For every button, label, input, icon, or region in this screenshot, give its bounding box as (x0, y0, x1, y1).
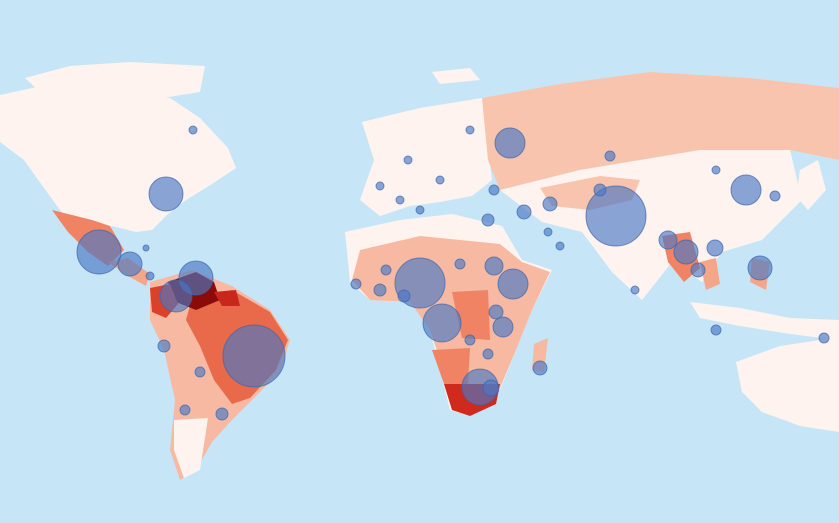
arctic-islands (25, 62, 205, 100)
bubble (188, 125, 198, 135)
bubble (706, 239, 724, 257)
bubble (481, 213, 495, 227)
bubble (435, 175, 445, 185)
bubble (604, 150, 616, 162)
bubble (465, 125, 475, 135)
bubble (375, 181, 385, 191)
bubble (142, 244, 150, 252)
bubble (157, 339, 171, 353)
bubble (673, 239, 699, 265)
bubble (454, 258, 466, 270)
bubble (769, 190, 781, 202)
congo (452, 290, 490, 340)
bubble (159, 279, 193, 313)
bubble (593, 183, 607, 197)
europe (360, 98, 492, 216)
indochina (700, 258, 720, 290)
bubble (395, 195, 405, 205)
bubble (494, 127, 526, 159)
bubble (532, 360, 548, 376)
bubble (464, 334, 476, 346)
bubble (403, 155, 413, 165)
russia (482, 72, 839, 190)
bubble (397, 289, 411, 303)
bubble (488, 184, 500, 196)
guyana (214, 290, 240, 306)
bubble (350, 278, 362, 290)
bubble (730, 174, 762, 206)
bubble (194, 366, 206, 378)
bubble (690, 262, 706, 278)
bubble (711, 165, 721, 175)
bubble (215, 407, 229, 421)
bubble (747, 255, 773, 281)
svalbard (432, 68, 480, 84)
bubble (415, 205, 425, 215)
bubble (555, 241, 565, 251)
bubble (543, 227, 553, 237)
bubble (488, 304, 504, 320)
bubble (422, 303, 462, 343)
bubble (630, 285, 640, 295)
bubble (482, 348, 494, 360)
bubble (145, 271, 155, 281)
australia (736, 336, 839, 432)
bubble (585, 185, 647, 247)
bubble (492, 316, 514, 338)
bubbles (76, 125, 830, 421)
bubble (542, 196, 558, 212)
bubble (482, 379, 500, 397)
indonesia (690, 302, 839, 340)
bubble (76, 229, 122, 275)
bubble (117, 251, 143, 277)
bubble (658, 230, 678, 250)
namibia-botswana (432, 348, 470, 384)
bubble (484, 256, 504, 276)
bubble (818, 332, 830, 344)
bubble (710, 324, 722, 336)
bubble (222, 324, 286, 388)
bubble (148, 176, 184, 212)
bubble (497, 268, 529, 300)
bubble (380, 264, 392, 276)
bubble (516, 204, 532, 220)
southern-cone (174, 418, 208, 478)
bubble (373, 283, 387, 297)
japan (796, 160, 826, 210)
bubble (179, 404, 191, 416)
